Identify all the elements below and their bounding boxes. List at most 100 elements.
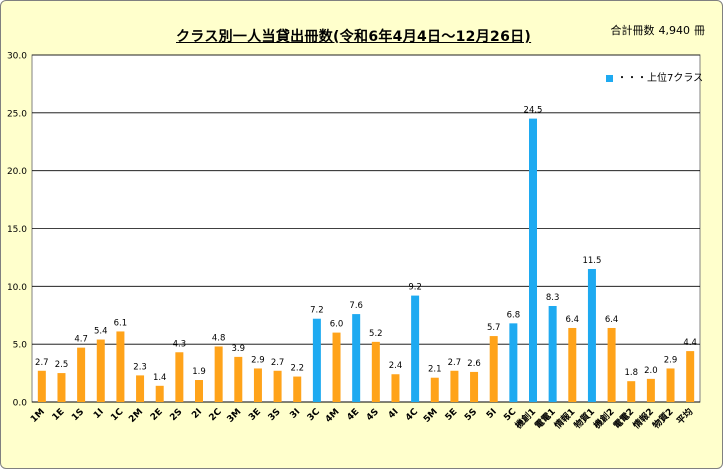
x-tick-label: 5M (422, 407, 440, 425)
x-tick-label: 機創1 (512, 406, 538, 432)
data-label: 5.2 (369, 329, 383, 339)
data-label: 11.5 (582, 256, 601, 266)
x-tick-label: 5I (485, 407, 499, 421)
bar (509, 323, 518, 402)
bar (332, 332, 341, 402)
x-tick-label: 4S (365, 407, 381, 423)
data-label: 4.4 (683, 338, 697, 348)
data-label: 2.7 (448, 358, 462, 368)
data-label: 2.0 (644, 366, 658, 376)
x-tick-label: 4C (404, 407, 420, 423)
x-tick-label: 機創2 (591, 406, 617, 432)
data-label: 6.4 (605, 315, 619, 325)
data-label: 9.2 (408, 283, 422, 293)
bar (136, 375, 145, 402)
data-label: 3.9 (232, 344, 246, 354)
y-tick-label: 25.0 (7, 109, 27, 119)
data-label: 6.1 (114, 318, 128, 328)
y-tick-label: 5.0 (13, 341, 28, 351)
x-tick-label: 3C (306, 407, 322, 423)
x-tick-label: 1C (109, 407, 125, 423)
bar (529, 118, 537, 402)
data-label: 7.2 (310, 306, 324, 316)
bar (450, 370, 459, 402)
x-tick-label: 2S (168, 407, 184, 423)
bar (568, 327, 577, 402)
bar (391, 374, 400, 402)
data-label: 4.7 (74, 335, 88, 345)
bar (607, 327, 616, 402)
x-tick-label: 3I (288, 407, 302, 421)
bar (253, 368, 262, 402)
x-tick-label: 情報2 (630, 406, 656, 432)
bar (155, 385, 164, 402)
data-label: 2.3 (133, 362, 147, 372)
data-label: 2.9 (251, 355, 265, 365)
bar (352, 314, 361, 402)
bar (37, 370, 46, 402)
x-tick-label: 4E (345, 407, 361, 423)
bar (411, 295, 420, 402)
x-tick-label: 電電2 (611, 406, 636, 431)
x-tick-label: 4M (324, 407, 342, 425)
bar (57, 373, 66, 402)
data-label: 2.1 (428, 365, 442, 375)
data-label: 6.4 (566, 315, 580, 325)
legend-label: ・・・上位7クラス (617, 73, 704, 84)
chart-legend: ・・・上位7クラス (606, 69, 703, 84)
bar (234, 356, 243, 402)
bar (371, 341, 380, 402)
y-tick-label: 15.0 (7, 225, 27, 235)
data-label: 1.8 (624, 368, 638, 378)
x-tick-label: 平均 (674, 406, 695, 427)
x-tick-label: 3S (267, 407, 283, 423)
bar (646, 378, 655, 402)
data-label: 6.8 (507, 310, 521, 320)
x-tick-label: 1E (51, 407, 67, 423)
data-label: 7.6 (349, 301, 363, 311)
x-tick-label: 2I (190, 407, 204, 421)
data-label: 2.5 (55, 360, 69, 370)
legend-swatch (606, 74, 613, 82)
x-tick-label: 3E (247, 407, 263, 423)
bar (214, 346, 223, 402)
data-label: 2.6 (467, 359, 481, 369)
bar (470, 371, 479, 402)
x-tick-label: 1S (70, 407, 86, 423)
bar (587, 268, 596, 402)
x-tick-label: 電電1 (533, 406, 558, 431)
data-label: 5.4 (94, 327, 108, 337)
bar (273, 370, 282, 402)
bar (116, 331, 125, 402)
data-label: 6.0 (330, 320, 344, 330)
data-label: 4.3 (173, 339, 187, 349)
data-label: 24.5 (524, 106, 543, 116)
data-label: 2.2 (290, 364, 304, 374)
x-tick-label: 2M (127, 407, 145, 425)
bar (489, 336, 498, 402)
x-tick-label: 物質1 (571, 406, 597, 432)
total-value: 4,940 (658, 24, 691, 37)
total-count: 合計冊数 4,940 冊 (611, 22, 710, 38)
y-tick-label: 0.0 (13, 399, 28, 409)
x-tick-label: 5S (463, 407, 479, 423)
bar (77, 347, 86, 402)
data-label: 2.4 (389, 361, 403, 371)
bar (430, 377, 439, 402)
x-tick-label: 3M (226, 407, 244, 425)
bar (293, 376, 302, 402)
data-label: 2.9 (664, 355, 678, 365)
x-tick-label: 1M (29, 407, 47, 425)
data-label: 2.7 (271, 358, 285, 368)
bar (686, 351, 695, 402)
x-tick-label: 2C (208, 407, 224, 423)
y-tick-label: 30.0 (7, 52, 27, 62)
x-tick-label: 4I (387, 407, 401, 421)
total-unit: 冊 (694, 24, 705, 37)
y-tick-label: 20.0 (7, 167, 27, 177)
chart-title: クラス別一人当貸出冊数(令和6年4月4日～12月26日) (176, 29, 532, 45)
bar (666, 368, 675, 402)
x-tick-label: 1I (92, 407, 106, 421)
bar (548, 305, 557, 402)
